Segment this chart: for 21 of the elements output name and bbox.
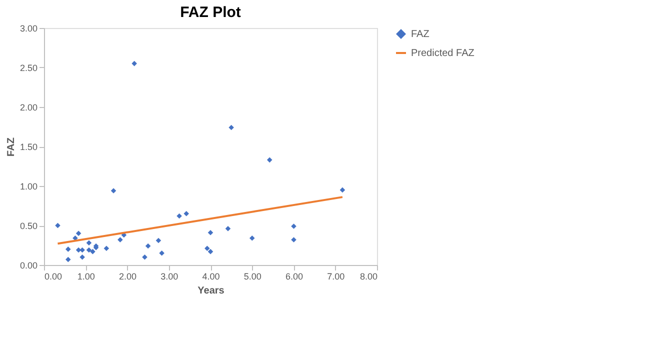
x-tick-label: 8.00 (360, 272, 378, 282)
y-tick-label: 0.00 (20, 260, 38, 270)
legend-label: Predicted FAZ (411, 48, 474, 59)
y-tick-label: 1.50 (20, 142, 38, 152)
x-tick-label: 3.00 (160, 272, 178, 282)
y-tick-label: 1.00 (20, 182, 38, 192)
y-axis-title: FAZ (6, 138, 17, 156)
x-axis-title: Years (198, 286, 225, 296)
x-tick-label: 5.00 (244, 272, 262, 282)
y-tick-label: 2.50 (20, 63, 38, 73)
x-tick-label: 6.00 (285, 272, 304, 282)
x-tick-label: 0.00 (44, 272, 62, 282)
x-tick-label: 1.00 (77, 272, 95, 282)
chart-title: FAZ Plot (180, 4, 241, 21)
x-tick-label: 2.00 (118, 272, 137, 282)
y-tick-label: 0.50 (20, 221, 38, 231)
x-tick-label: 7.00 (327, 272, 345, 282)
x-tick-label: 4.00 (202, 272, 220, 282)
y-tick-label: 2.00 (20, 102, 38, 112)
legend-label: FAZ (411, 29, 430, 40)
y-tick-label: 3.00 (20, 24, 38, 34)
